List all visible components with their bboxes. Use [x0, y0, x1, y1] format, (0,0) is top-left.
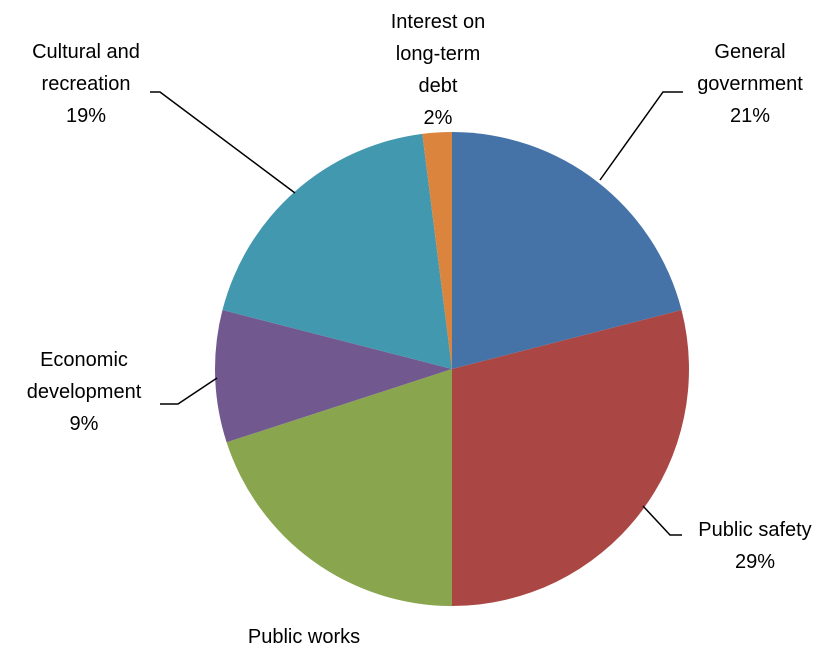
leader-line: [160, 377, 218, 405]
slice-value-label: 9%: [70, 413, 99, 435]
slice-category-label: Public safety: [698, 519, 811, 541]
slice-value-label: 19%: [66, 105, 106, 127]
slice-category-label: government: [697, 73, 803, 95]
slice-category-label: General: [714, 41, 785, 63]
slice-labels: General government 21% Public safety 29% Publ…: [27, 11, 812, 648]
pie-slice-cultural-and-recreation: [222, 133, 452, 369]
leader-line: [599, 91, 683, 181]
leader-line: [150, 91, 296, 194]
leader-line: [642, 505, 682, 536]
slice-category-label: long-term: [396, 43, 480, 65]
pie-slices: [215, 132, 689, 606]
slice-category-label: Cultural and: [32, 41, 140, 63]
slice-value-label: 29%: [735, 551, 775, 573]
slice-value-label: 21%: [730, 105, 770, 127]
slice-category-label: debt: [419, 75, 458, 97]
slice-category-label: recreation: [42, 73, 131, 95]
pie-slice-general-government: [452, 132, 682, 369]
pie-slice-interest-on-long-term-debt: [422, 132, 452, 369]
pie-slice-public-works: [226, 369, 452, 606]
slice-value-label: 2%: [424, 107, 453, 129]
leader-lines: [150, 91, 683, 536]
slice-category-label: Interest on: [391, 11, 486, 33]
slice-category-label: Economic: [40, 349, 128, 371]
slice-category-label: Public works: [248, 626, 360, 648]
pie-slice-economic-development: [215, 310, 452, 443]
slice-category-label: development: [27, 381, 142, 403]
pie-slice-public-safety: [452, 310, 689, 606]
